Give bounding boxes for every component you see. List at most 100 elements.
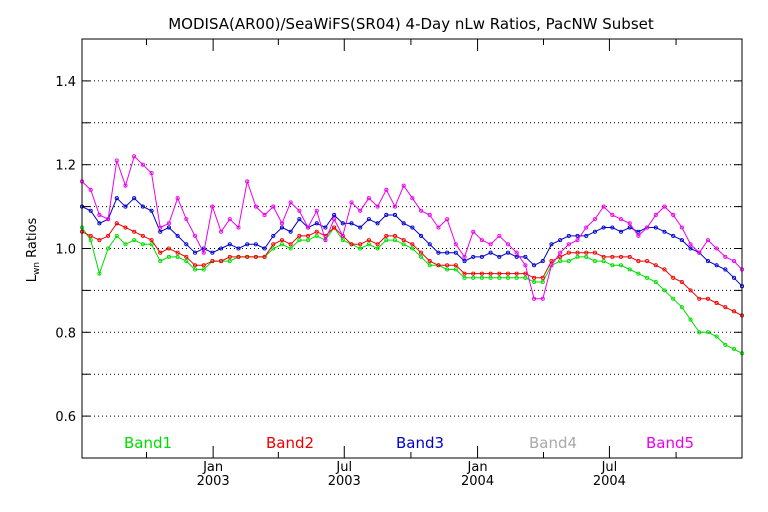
data-point-band3 bbox=[471, 254, 476, 259]
data-point-band3 bbox=[705, 259, 710, 264]
data-point-band2 bbox=[366, 238, 371, 243]
data-point-band1 bbox=[149, 242, 154, 247]
data-point-band1 bbox=[288, 246, 293, 251]
x-tick-label-month: Jul bbox=[601, 460, 618, 475]
data-point-band1 bbox=[314, 233, 319, 238]
series-line-band5 bbox=[81, 155, 743, 300]
data-point-band3 bbox=[323, 225, 328, 230]
data-point-band5 bbox=[627, 221, 632, 226]
data-point-band3 bbox=[627, 225, 632, 230]
data-point-band2 bbox=[636, 259, 641, 264]
legend-item-band5: Band5 bbox=[646, 434, 694, 452]
legend-item-band4: Band4 bbox=[529, 434, 577, 452]
data-point-band2 bbox=[497, 271, 502, 276]
data-point-band2 bbox=[219, 259, 224, 264]
data-point-band2 bbox=[514, 271, 519, 276]
data-point-band5 bbox=[192, 233, 198, 238]
data-point-band5 bbox=[471, 229, 476, 234]
legend-item-band2: Band2 bbox=[266, 434, 314, 452]
data-point-band5 bbox=[340, 233, 345, 238]
data-point-band5 bbox=[262, 212, 267, 218]
data-point-band2 bbox=[479, 271, 484, 276]
data-point-band1 bbox=[705, 330, 710, 335]
data-point-band2 bbox=[723, 305, 728, 310]
data-point-band1 bbox=[523, 275, 528, 280]
data-point-band1 bbox=[714, 334, 719, 339]
data-point-band1 bbox=[679, 305, 684, 310]
data-point-band2 bbox=[210, 259, 215, 264]
data-point-band3 bbox=[549, 242, 554, 247]
data-point-band5 bbox=[201, 250, 206, 255]
data-point-band2 bbox=[253, 254, 258, 259]
data-point-band2 bbox=[140, 233, 145, 238]
data-point-band2 bbox=[106, 233, 111, 238]
data-point-band2 bbox=[462, 271, 467, 276]
data-point-band1 bbox=[340, 238, 345, 243]
data-point-band5 bbox=[488, 242, 493, 247]
data-point-band5 bbox=[462, 254, 467, 259]
axis-ticks: 0.60.81.01.21.4Jan2003Jul2003Jan2004Jul2… bbox=[55, 39, 742, 489]
data-point-band1 bbox=[662, 288, 667, 293]
x-tick-label-year: 2004 bbox=[461, 474, 494, 489]
data-point-band2 bbox=[245, 254, 250, 259]
data-point-band5 bbox=[636, 233, 641, 238]
data-point-band2 bbox=[610, 254, 615, 259]
data-point-band3 bbox=[445, 250, 450, 255]
data-point-band5 bbox=[505, 242, 511, 247]
data-point-band5 bbox=[610, 212, 615, 218]
data-point-band2 bbox=[697, 296, 702, 301]
data-point-band3 bbox=[601, 225, 606, 230]
data-point-band5 bbox=[601, 204, 606, 209]
data-point-band3 bbox=[662, 229, 667, 234]
data-point-band3 bbox=[584, 233, 589, 238]
data-point-band3 bbox=[636, 229, 641, 234]
data-point-band3 bbox=[140, 204, 145, 209]
x-tick-label-year: 2004 bbox=[593, 474, 626, 489]
data-point-band3 bbox=[192, 250, 198, 255]
data-point-band1 bbox=[479, 275, 484, 280]
data-point-band1 bbox=[505, 275, 511, 280]
data-point-band5 bbox=[297, 208, 302, 213]
data-point-band5 bbox=[410, 196, 415, 201]
data-point-band1 bbox=[471, 275, 476, 280]
data-point-band2 bbox=[132, 229, 137, 234]
y-axis-label-rest: Ratios bbox=[25, 217, 40, 262]
data-point-band2 bbox=[671, 275, 676, 280]
data-point-band3 bbox=[297, 217, 302, 222]
data-point-band3 bbox=[610, 225, 615, 230]
data-point-band1 bbox=[592, 259, 597, 264]
data-point-band5 bbox=[114, 158, 119, 163]
data-point-band2 bbox=[645, 259, 650, 264]
data-point-band1 bbox=[410, 246, 415, 251]
data-point-band5 bbox=[592, 217, 597, 222]
data-point-band5 bbox=[705, 238, 710, 243]
series-line-band3 bbox=[81, 197, 743, 287]
data-point-band3 bbox=[314, 221, 319, 226]
data-point-band2 bbox=[358, 242, 363, 247]
data-point-band2 bbox=[88, 233, 93, 238]
data-point-band2 bbox=[662, 267, 667, 272]
data-point-band1 bbox=[671, 296, 676, 301]
data-point-band3 bbox=[366, 217, 371, 222]
data-point-band3 bbox=[592, 229, 597, 234]
data-point-band5 bbox=[566, 242, 571, 247]
chart-title: MODISA(AR00)/SeaWiFS(SR04) 4-Day nLw Rat… bbox=[168, 15, 654, 33]
data-point-band2 bbox=[297, 233, 302, 238]
data-point-band5 bbox=[671, 212, 676, 218]
data-point-band2 bbox=[540, 275, 545, 280]
data-point-band2 bbox=[158, 250, 163, 255]
data-point-band3 bbox=[253, 242, 258, 247]
data-point-band1 bbox=[497, 275, 502, 280]
data-point-band1 bbox=[366, 242, 371, 247]
data-point-band1 bbox=[540, 279, 545, 285]
data-point-band2 bbox=[523, 271, 528, 276]
data-point-band3 bbox=[279, 225, 285, 230]
data-point-band2 bbox=[453, 263, 458, 268]
data-point-band1 bbox=[532, 279, 537, 285]
data-point-band3 bbox=[532, 263, 537, 268]
data-point-band3 bbox=[166, 225, 171, 230]
data-point-band1 bbox=[305, 238, 311, 243]
data-point-band3 bbox=[219, 246, 224, 251]
data-point-band5 bbox=[558, 250, 563, 255]
